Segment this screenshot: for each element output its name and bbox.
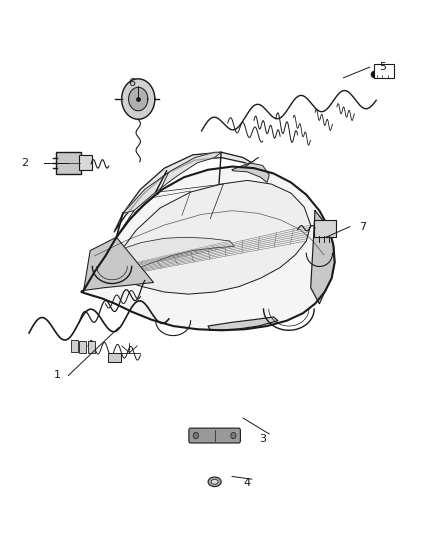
Polygon shape <box>208 317 278 330</box>
Bar <box>79 341 86 353</box>
Circle shape <box>193 432 198 439</box>
Bar <box>71 340 78 352</box>
Polygon shape <box>311 211 335 304</box>
Text: 3: 3 <box>259 434 266 445</box>
Bar <box>108 353 121 362</box>
Polygon shape <box>106 237 234 277</box>
FancyBboxPatch shape <box>56 152 81 174</box>
FancyBboxPatch shape <box>189 428 240 443</box>
Text: 7: 7 <box>360 222 367 232</box>
Text: 6: 6 <box>128 78 135 88</box>
Polygon shape <box>106 180 311 294</box>
Circle shape <box>231 432 236 439</box>
Polygon shape <box>232 163 269 182</box>
Text: 4: 4 <box>244 478 251 488</box>
Polygon shape <box>122 79 155 119</box>
Polygon shape <box>123 152 221 213</box>
Text: 2: 2 <box>21 158 28 168</box>
FancyBboxPatch shape <box>314 220 336 237</box>
Ellipse shape <box>208 477 221 487</box>
FancyBboxPatch shape <box>374 64 394 78</box>
FancyBboxPatch shape <box>79 156 92 170</box>
Text: 5: 5 <box>379 62 386 72</box>
Polygon shape <box>81 166 335 330</box>
Text: 1: 1 <box>54 370 61 381</box>
Bar <box>88 342 95 353</box>
Polygon shape <box>84 237 153 290</box>
Ellipse shape <box>211 479 218 484</box>
Polygon shape <box>114 152 267 232</box>
Polygon shape <box>129 87 148 111</box>
